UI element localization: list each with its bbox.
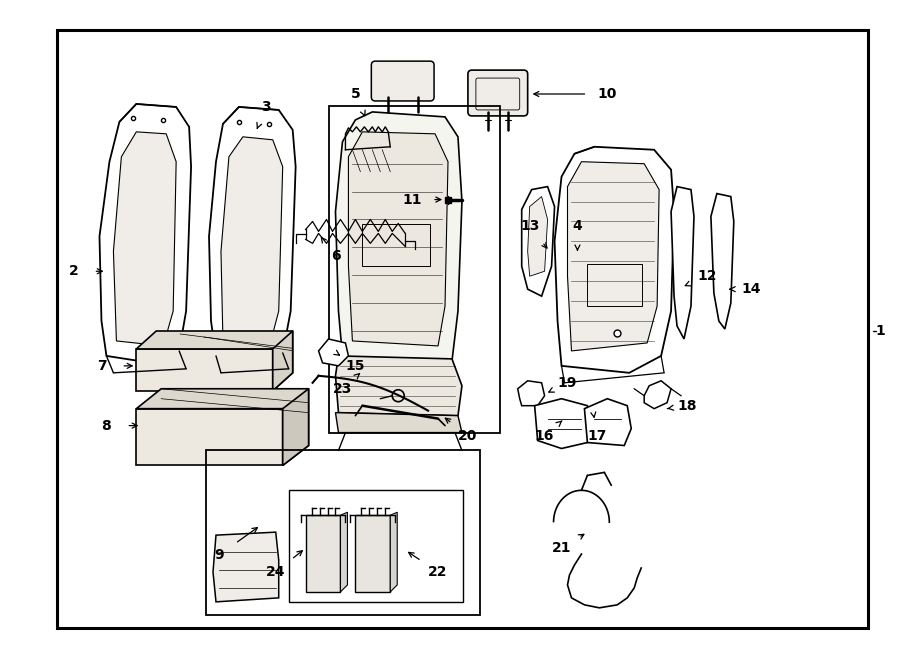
- Text: 20: 20: [458, 428, 478, 443]
- Text: 11: 11: [402, 192, 422, 206]
- Polygon shape: [306, 515, 340, 592]
- Text: 7: 7: [96, 359, 106, 373]
- Text: 12: 12: [698, 269, 716, 283]
- Polygon shape: [209, 107, 296, 366]
- FancyBboxPatch shape: [372, 61, 434, 101]
- Polygon shape: [518, 381, 544, 406]
- Text: 6: 6: [330, 249, 340, 263]
- Bar: [328, 106, 500, 432]
- Text: 17: 17: [588, 428, 608, 443]
- Polygon shape: [568, 162, 659, 351]
- Text: 3: 3: [261, 100, 271, 114]
- Text: 23: 23: [333, 382, 352, 396]
- Bar: [588, 264, 643, 306]
- Polygon shape: [527, 196, 547, 276]
- Polygon shape: [136, 389, 309, 465]
- Polygon shape: [671, 186, 694, 339]
- Text: 13: 13: [520, 219, 539, 233]
- Bar: [206, 451, 480, 615]
- FancyBboxPatch shape: [468, 70, 527, 116]
- Polygon shape: [711, 194, 733, 329]
- Bar: [363, 225, 430, 266]
- Polygon shape: [273, 331, 292, 391]
- Polygon shape: [535, 399, 591, 449]
- Polygon shape: [319, 339, 348, 366]
- Text: 9: 9: [214, 548, 224, 562]
- Polygon shape: [283, 389, 309, 465]
- Text: 15: 15: [346, 359, 365, 373]
- Polygon shape: [340, 512, 347, 592]
- Polygon shape: [375, 164, 388, 184]
- Text: 18: 18: [677, 399, 697, 412]
- Polygon shape: [644, 381, 671, 408]
- Text: 19: 19: [558, 376, 577, 390]
- Text: 1: 1: [876, 324, 885, 338]
- Text: 8: 8: [102, 418, 112, 432]
- Polygon shape: [391, 512, 397, 592]
- Polygon shape: [221, 137, 283, 349]
- Polygon shape: [136, 331, 292, 391]
- Polygon shape: [113, 132, 176, 346]
- Polygon shape: [356, 515, 391, 592]
- Polygon shape: [136, 408, 283, 465]
- Polygon shape: [348, 132, 448, 346]
- Text: 16: 16: [535, 428, 554, 443]
- Text: 4: 4: [572, 219, 582, 233]
- Bar: [289, 490, 463, 602]
- Polygon shape: [136, 349, 273, 391]
- Polygon shape: [522, 186, 554, 296]
- Polygon shape: [350, 147, 391, 184]
- Text: 21: 21: [552, 541, 572, 555]
- Text: 24: 24: [266, 565, 285, 579]
- Text: 5: 5: [350, 87, 360, 101]
- Text: 2: 2: [68, 264, 78, 278]
- Text: 22: 22: [428, 565, 448, 579]
- Polygon shape: [336, 112, 462, 373]
- Polygon shape: [554, 147, 674, 373]
- Polygon shape: [100, 104, 191, 363]
- Polygon shape: [336, 412, 462, 432]
- Polygon shape: [336, 356, 462, 416]
- Polygon shape: [213, 532, 279, 602]
- Text: 14: 14: [741, 282, 760, 296]
- Polygon shape: [584, 399, 631, 446]
- Text: 10: 10: [598, 87, 617, 101]
